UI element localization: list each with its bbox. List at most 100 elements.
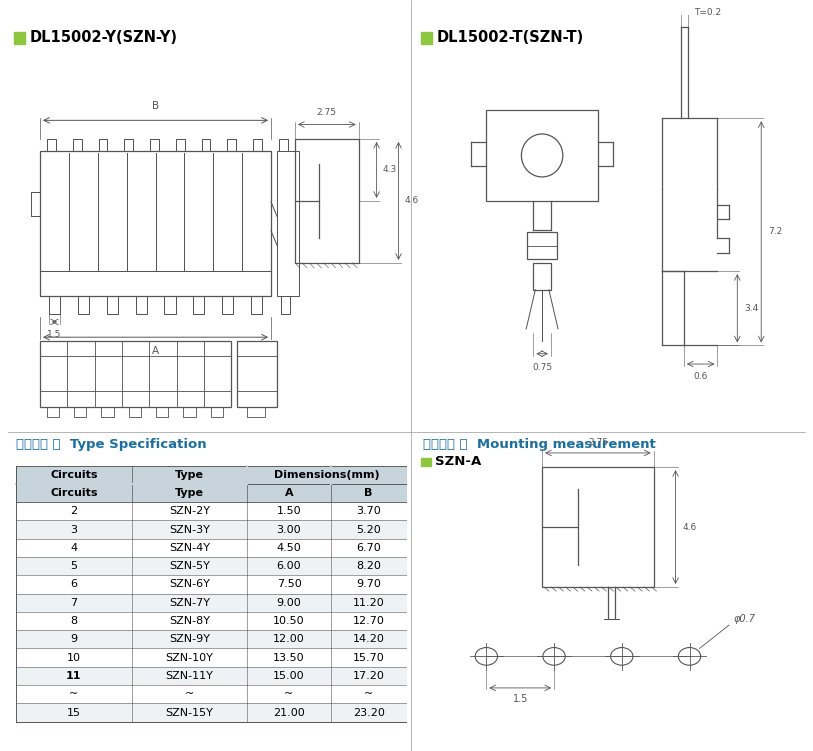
Text: 3.00: 3.00 [276, 525, 302, 535]
Bar [237, 341, 277, 407]
Text: B: B [364, 488, 373, 498]
Bar [193, 296, 204, 315]
Text: 4.50: 4.50 [276, 543, 302, 553]
Text: 5: 5 [71, 561, 77, 572]
Text: 7: 7 [70, 598, 77, 608]
Text: 14.20: 14.20 [353, 635, 385, 644]
Text: DL15002-Y(SZN-Y): DL15002-Y(SZN-Y) [30, 30, 178, 45]
Bar [16, 502, 406, 520]
Text: 2.75: 2.75 [588, 438, 608, 447]
Bar [279, 139, 288, 151]
Bar [281, 296, 290, 315]
Bar [47, 407, 59, 417]
Text: 17.20: 17.20 [353, 671, 385, 681]
Bar [16, 704, 406, 722]
Bar [128, 407, 141, 417]
Text: 23.20: 23.20 [353, 707, 385, 717]
Text: SZN-4Y: SZN-4Y [169, 543, 210, 553]
Text: 4.3: 4.3 [383, 165, 397, 174]
Text: 9.70: 9.70 [356, 580, 381, 590]
Text: 11: 11 [66, 671, 81, 681]
Text: 1.50: 1.50 [276, 506, 302, 516]
Bar [542, 467, 654, 587]
Text: 0.75: 0.75 [532, 363, 552, 372]
Text: SZN-2Y: SZN-2Y [169, 506, 210, 516]
Text: ~: ~ [69, 689, 79, 699]
Text: 3.4: 3.4 [745, 304, 759, 312]
Bar [251, 296, 262, 315]
Bar [202, 139, 211, 151]
Text: 10: 10 [67, 653, 80, 662]
Text: 6: 6 [71, 580, 77, 590]
Text: Type: Type [175, 488, 204, 498]
Text: 9: 9 [70, 635, 77, 644]
Bar [14, 32, 25, 44]
Bar [16, 538, 406, 557]
Text: A: A [285, 488, 293, 498]
Text: Type: Type [175, 469, 204, 480]
Text: T=0.2: T=0.2 [694, 8, 721, 17]
Text: 12.00: 12.00 [273, 635, 305, 644]
Bar [295, 139, 359, 263]
Text: 11.20: 11.20 [353, 598, 385, 608]
Bar [211, 407, 223, 417]
Text: 1.5: 1.5 [47, 330, 62, 339]
Text: 10.50: 10.50 [273, 616, 305, 626]
Text: SZN-9Y: SZN-9Y [169, 635, 210, 644]
Text: SZN-10Y: SZN-10Y [166, 653, 213, 662]
Text: 3.70: 3.70 [356, 506, 381, 516]
Text: 4.6: 4.6 [405, 197, 419, 205]
Bar [420, 457, 431, 466]
Text: Dimensions(mm): Dimensions(mm) [274, 469, 380, 480]
Text: SZN-15Y: SZN-15Y [166, 707, 213, 717]
Bar [16, 466, 406, 484]
Bar [16, 612, 406, 630]
Bar [16, 484, 406, 502]
Bar [253, 139, 262, 151]
Text: 15: 15 [67, 707, 80, 717]
Text: 7.2: 7.2 [768, 228, 783, 237]
Bar [533, 263, 551, 290]
Bar [16, 575, 406, 593]
Text: 9.00: 9.00 [276, 598, 302, 608]
Bar [16, 648, 406, 667]
Bar [150, 139, 159, 151]
Text: 8.20: 8.20 [356, 561, 381, 572]
Bar [74, 407, 86, 417]
Text: ~: ~ [185, 689, 194, 699]
Bar [49, 296, 60, 315]
Bar [247, 407, 265, 417]
Text: SZN-7Y: SZN-7Y [169, 598, 210, 608]
Text: 5.20: 5.20 [356, 525, 381, 535]
Bar [164, 296, 176, 315]
Text: 1.5: 1.5 [512, 694, 528, 704]
Text: 7.50: 7.50 [276, 580, 302, 590]
Bar [136, 296, 146, 315]
Text: DL15002-T(SZN-T): DL15002-T(SZN-T) [437, 30, 584, 45]
Text: ~: ~ [285, 689, 293, 699]
Text: 12.70: 12.70 [353, 616, 385, 626]
Bar [222, 296, 233, 315]
Bar [528, 232, 557, 258]
Text: 安装尺寸 ／  Mounting measurement: 安装尺寸 ／ Mounting measurement [423, 438, 655, 451]
Bar [277, 152, 299, 296]
Bar [228, 139, 236, 151]
Text: 2: 2 [70, 506, 77, 516]
Text: SZN-5Y: SZN-5Y [169, 561, 210, 572]
Text: Circuits: Circuits [50, 469, 98, 480]
Text: B: B [152, 101, 159, 111]
Bar [124, 139, 133, 151]
Text: 21.00: 21.00 [273, 707, 305, 717]
Text: SZN-3Y: SZN-3Y [169, 525, 210, 535]
Text: 8: 8 [70, 616, 77, 626]
Text: 15.00: 15.00 [273, 671, 305, 681]
Text: 6.70: 6.70 [356, 543, 381, 553]
Bar [184, 407, 196, 417]
Text: SZN-11Y: SZN-11Y [166, 671, 213, 681]
Text: SZN-A: SZN-A [435, 455, 481, 469]
Text: SZN-6Y: SZN-6Y [169, 580, 210, 590]
Bar [16, 593, 406, 612]
Bar [102, 407, 114, 417]
Bar [486, 110, 598, 201]
Text: 3: 3 [71, 525, 77, 535]
